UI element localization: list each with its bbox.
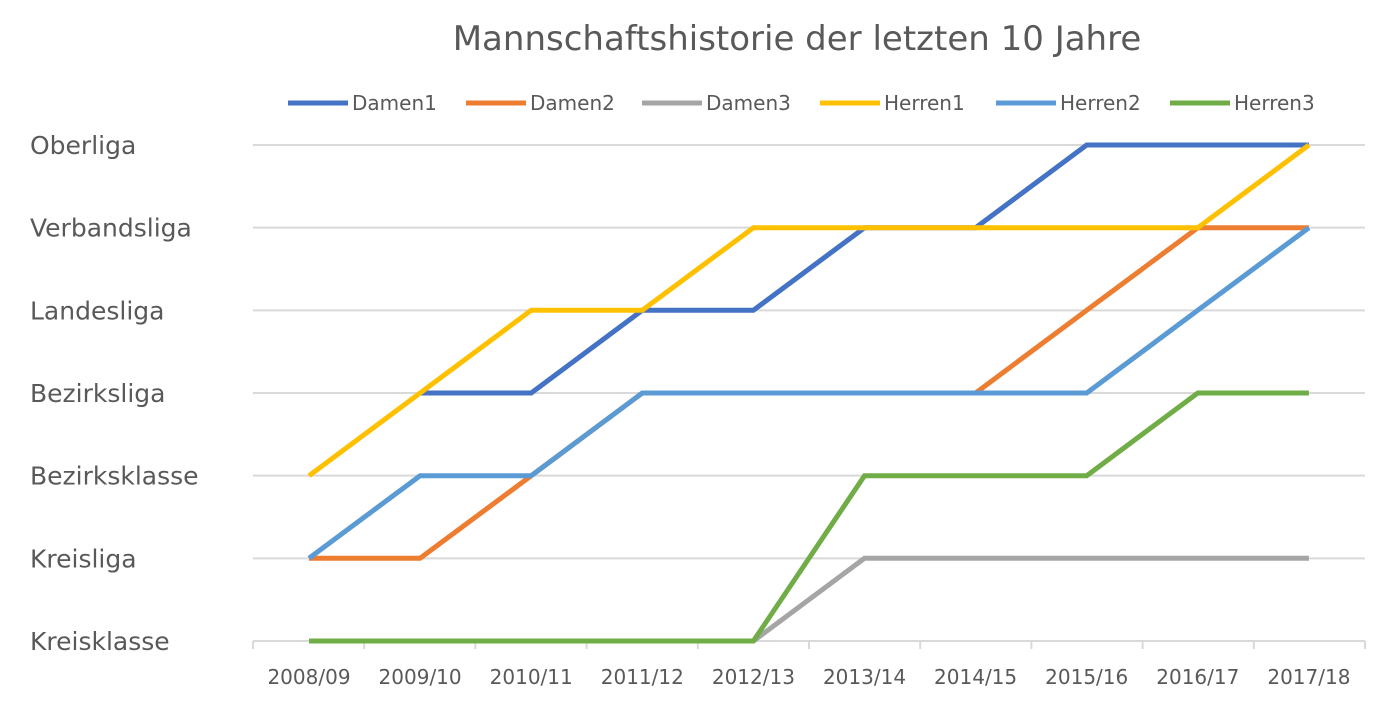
series-lines — [307, 142, 1311, 644]
x-tick-label: 2014/15 — [934, 665, 1017, 689]
x-tick-label: 2016/17 — [1156, 665, 1239, 689]
chart-title: Mannschaftshistorie der letzten 10 Jahre — [453, 19, 1142, 59]
legend-label: Damen2 — [530, 91, 615, 115]
y-tick-label: Bezirksklasse — [30, 462, 199, 491]
legend-label: Damen3 — [706, 91, 791, 115]
series-line-herren1 — [307, 142, 1311, 478]
x-tick-label: 2011/12 — [601, 665, 684, 689]
x-tick-label: 2008/09 — [267, 665, 350, 689]
y-tick-label: Kreisliga — [30, 544, 137, 573]
x-tick-label: 2012/13 — [712, 665, 795, 689]
y-tick-label: Verbandsliga — [30, 214, 192, 243]
legend: Damen1 Damen2 Damen3 Herren1 Herren2 Herren3 — [288, 91, 1315, 115]
series-line-herren2 — [307, 225, 1311, 561]
legend-label: Damen1 — [352, 91, 437, 115]
y-tick-label: Kreisklasse — [30, 627, 170, 656]
y-axis-labels: Kreisklasse Kreisliga Bezirksklasse Bezirks… — [30, 131, 199, 656]
x-tick-label: 2009/10 — [379, 665, 462, 689]
y-tick-label: Landesliga — [30, 296, 164, 325]
legend-label: Herren1 — [884, 91, 965, 115]
legend-label: Herren3 — [1234, 91, 1315, 115]
gridlines — [253, 144, 1365, 560]
series-line-herren3 — [309, 390, 1309, 644]
series-line-damen1 — [420, 142, 1309, 396]
series-line-damen3 — [751, 555, 1309, 644]
x-tick-label: 2017/18 — [1267, 665, 1350, 689]
x-tick-label: 2010/11 — [490, 665, 573, 689]
y-tick-label: Oberliga — [30, 131, 136, 160]
x-tick-label: 2013/14 — [823, 665, 906, 689]
x-axis-labels: 2008/09 2009/10 2010/11 2011/12 2012/13 2013/… — [267, 665, 1350, 689]
legend-label: Herren2 — [1060, 91, 1141, 115]
x-tick-label: 2015/16 — [1045, 665, 1128, 689]
y-tick-label: Bezirksliga — [30, 379, 165, 408]
